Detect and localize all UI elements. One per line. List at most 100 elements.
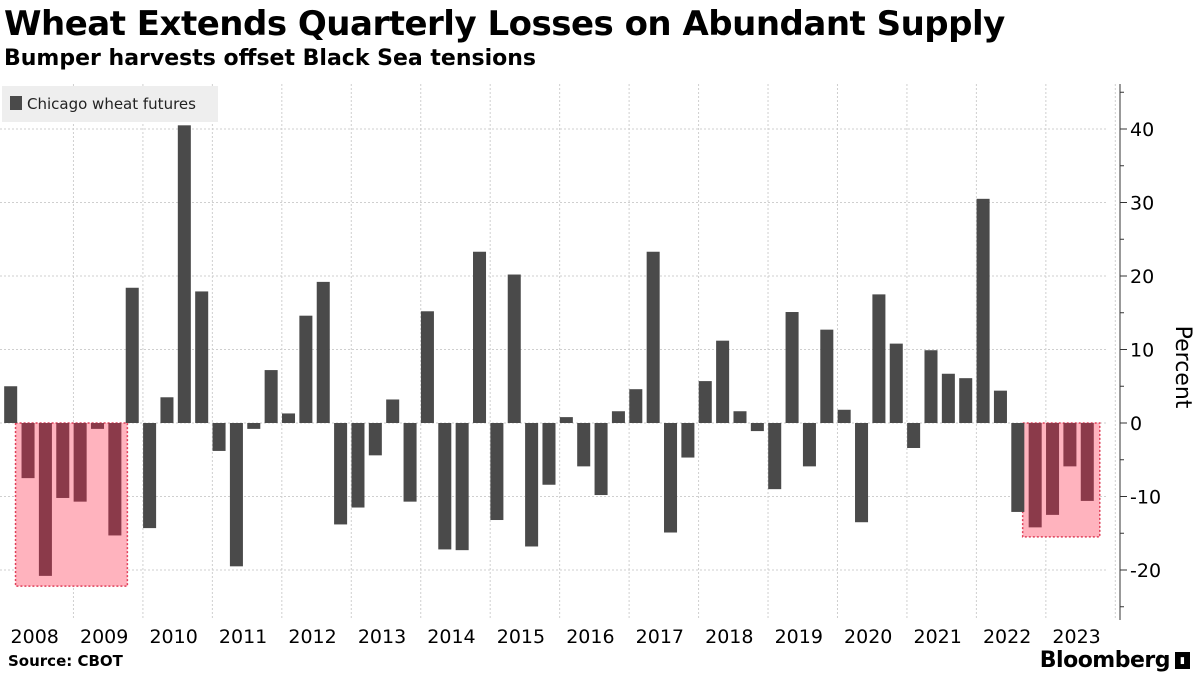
bar: [490, 423, 504, 521]
y-tick-label: -10: [1130, 487, 1161, 509]
bar: [143, 423, 157, 529]
bar: [507, 274, 521, 423]
bar: [993, 390, 1007, 423]
legend-swatch: [10, 96, 22, 110]
bar: [594, 423, 608, 496]
bar: [716, 340, 730, 423]
bar: [420, 311, 434, 423]
bar: [872, 294, 886, 423]
bar: [837, 409, 851, 423]
bar: [56, 423, 70, 498]
bar: [1063, 423, 1077, 467]
legend-background: [2, 86, 218, 122]
bar: [351, 423, 365, 508]
bar: [941, 373, 955, 423]
bar: [542, 423, 556, 485]
y-tick-label: 20: [1130, 266, 1154, 288]
bar: [160, 397, 174, 423]
x-axis: 2008 2009 2010 2011 2012 2013 2014 2015 2016 2017…: [11, 626, 1101, 648]
chart-title: Wheat Extends Quarterly Losses on Abunda…: [4, 4, 1005, 44]
highlight-regions: [14, 422, 1101, 587]
bar: [559, 417, 573, 423]
y-tick-label: 30: [1130, 193, 1154, 215]
bar: [1011, 423, 1025, 512]
bar: [820, 329, 834, 423]
bar: [768, 423, 782, 490]
bar: [177, 125, 191, 423]
bar: [21, 423, 35, 479]
x-tick-label: 2008: [11, 626, 59, 648]
bar: [924, 350, 938, 423]
x-tick-label: 2017: [636, 626, 684, 648]
y-tick-label: 40: [1130, 119, 1154, 141]
x-tick-label: 2018: [705, 626, 753, 648]
bar: [976, 198, 990, 423]
grid-lines: [0, 84, 1116, 620]
y-axis-label: Percent: [1170, 326, 1195, 409]
bar: [525, 423, 539, 547]
x-tick-label: 2023: [1052, 626, 1100, 648]
x-tick-label: 2022: [983, 626, 1031, 648]
bar: [108, 423, 122, 536]
y-axis: 40 30 20 10 0 -10 -20: [1119, 84, 1161, 620]
source-note: Source: CBOT: [8, 652, 123, 670]
bar: [386, 399, 400, 423]
bar: [403, 423, 417, 502]
bar: [73, 423, 87, 502]
legend: Chicago wheat futures: [2, 86, 218, 122]
bloomberg-terminal-icon: ▮: [1175, 652, 1190, 669]
bar: [646, 251, 660, 423]
bar: [316, 281, 330, 423]
bar: [195, 291, 209, 423]
bar: [681, 423, 695, 458]
bar: [438, 423, 452, 550]
bar: [473, 251, 487, 423]
legend-label: Chicago wheat futures: [27, 95, 196, 113]
chart-subtitle: Bumper harvests offset Black Sea tension…: [4, 46, 537, 71]
bar: [212, 423, 226, 451]
x-tick-label: 2012: [288, 626, 336, 648]
bar: [334, 423, 348, 525]
bar: [38, 423, 52, 576]
bar: [785, 312, 799, 423]
x-tick-label: 2019: [775, 626, 823, 648]
bar-series: [4, 125, 1094, 576]
bar: [889, 343, 903, 423]
bar: [959, 378, 973, 423]
bar: [282, 413, 296, 423]
bar: [90, 423, 105, 429]
x-tick-label: 2010: [149, 626, 197, 648]
bar: [802, 423, 816, 467]
bar: [247, 423, 261, 429]
x-tick-label: 2011: [219, 626, 267, 648]
bar: [629, 389, 643, 423]
bar: [4, 386, 18, 423]
bar: [577, 423, 591, 467]
x-tick-label: 2021: [913, 626, 961, 648]
x-tick-label: 2014: [427, 626, 475, 648]
bar: [125, 287, 139, 423]
y-tick-label: 0: [1130, 413, 1142, 435]
y-tick-label: -20: [1130, 560, 1161, 582]
x-tick-label: 2015: [497, 626, 545, 648]
bar: [750, 423, 764, 432]
bar: [455, 423, 469, 551]
x-tick-label: 2013: [358, 626, 406, 648]
bar: [264, 370, 278, 423]
bar: [229, 423, 243, 567]
y-tick-label: 10: [1130, 340, 1154, 362]
bar: [664, 423, 678, 533]
bar: [733, 411, 747, 423]
bar: [855, 423, 869, 523]
bar: [611, 411, 625, 423]
bar: [1028, 423, 1042, 528]
x-tick-label: 2020: [844, 626, 892, 648]
x-tick-label: 2016: [566, 626, 614, 648]
bar: [1080, 423, 1094, 501]
bar: [299, 315, 313, 423]
brand-logo: Bloomberg: [1039, 648, 1171, 673]
bar: [368, 423, 382, 456]
bar: [907, 423, 921, 448]
bar: [698, 381, 712, 423]
